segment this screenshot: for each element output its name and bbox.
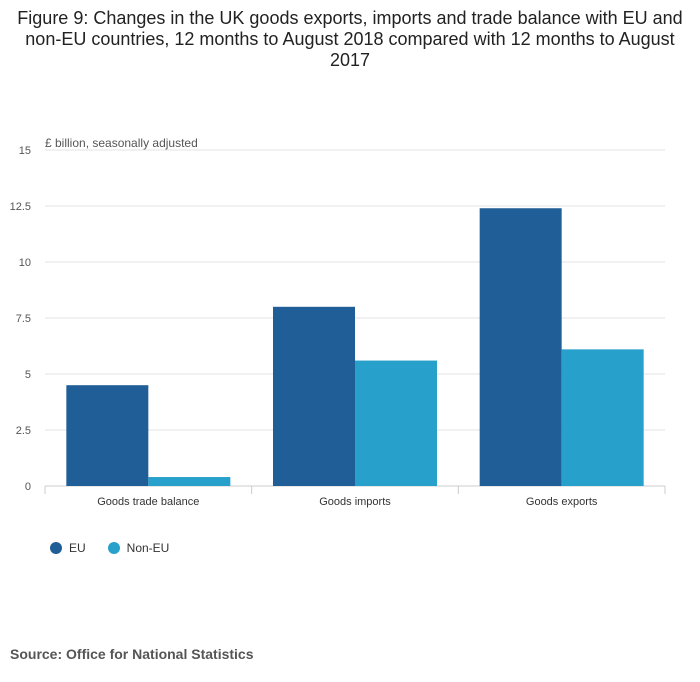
y-tick-label: 7.5 (16, 313, 31, 325)
bar-eu (479, 208, 562, 487)
legend-label-eu: EU (69, 541, 86, 555)
y-tick-label: 0 (25, 481, 31, 493)
legend-item-eu: EU (50, 541, 86, 555)
y-tick-label: 15 (19, 145, 31, 157)
y-tick-label: 12.5 (10, 201, 31, 213)
bar-eu (273, 306, 355, 486)
legend: EU Non-EU (50, 541, 169, 555)
legend-swatch-non-eu (107, 542, 120, 554)
y-tick-label: 2.5 (16, 425, 31, 437)
legend-item-non-eu: Non-EU (107, 541, 170, 555)
bar-eu (66, 385, 149, 486)
y-tick-label: 5 (25, 369, 31, 381)
bar-non-eu (561, 349, 644, 486)
x-tick-label: Goods trade balance (97, 496, 199, 508)
x-tick-label: Goods exports (526, 496, 598, 508)
legend-swatch-eu (50, 542, 62, 554)
bar-non-eu (355, 360, 437, 486)
y-axis-label: £ billion, seasonally adjusted (45, 136, 198, 150)
legend-label-non-eu: Non-EU (126, 541, 170, 555)
chart-title: Figure 9: Changes in the UK goods export… (17, 8, 683, 70)
y-tick-label: 10 (19, 257, 31, 269)
bar-non-eu (148, 477, 231, 486)
x-tick-label: Goods imports (319, 496, 391, 508)
source-note: Source: Office for National Statistics (10, 646, 254, 662)
